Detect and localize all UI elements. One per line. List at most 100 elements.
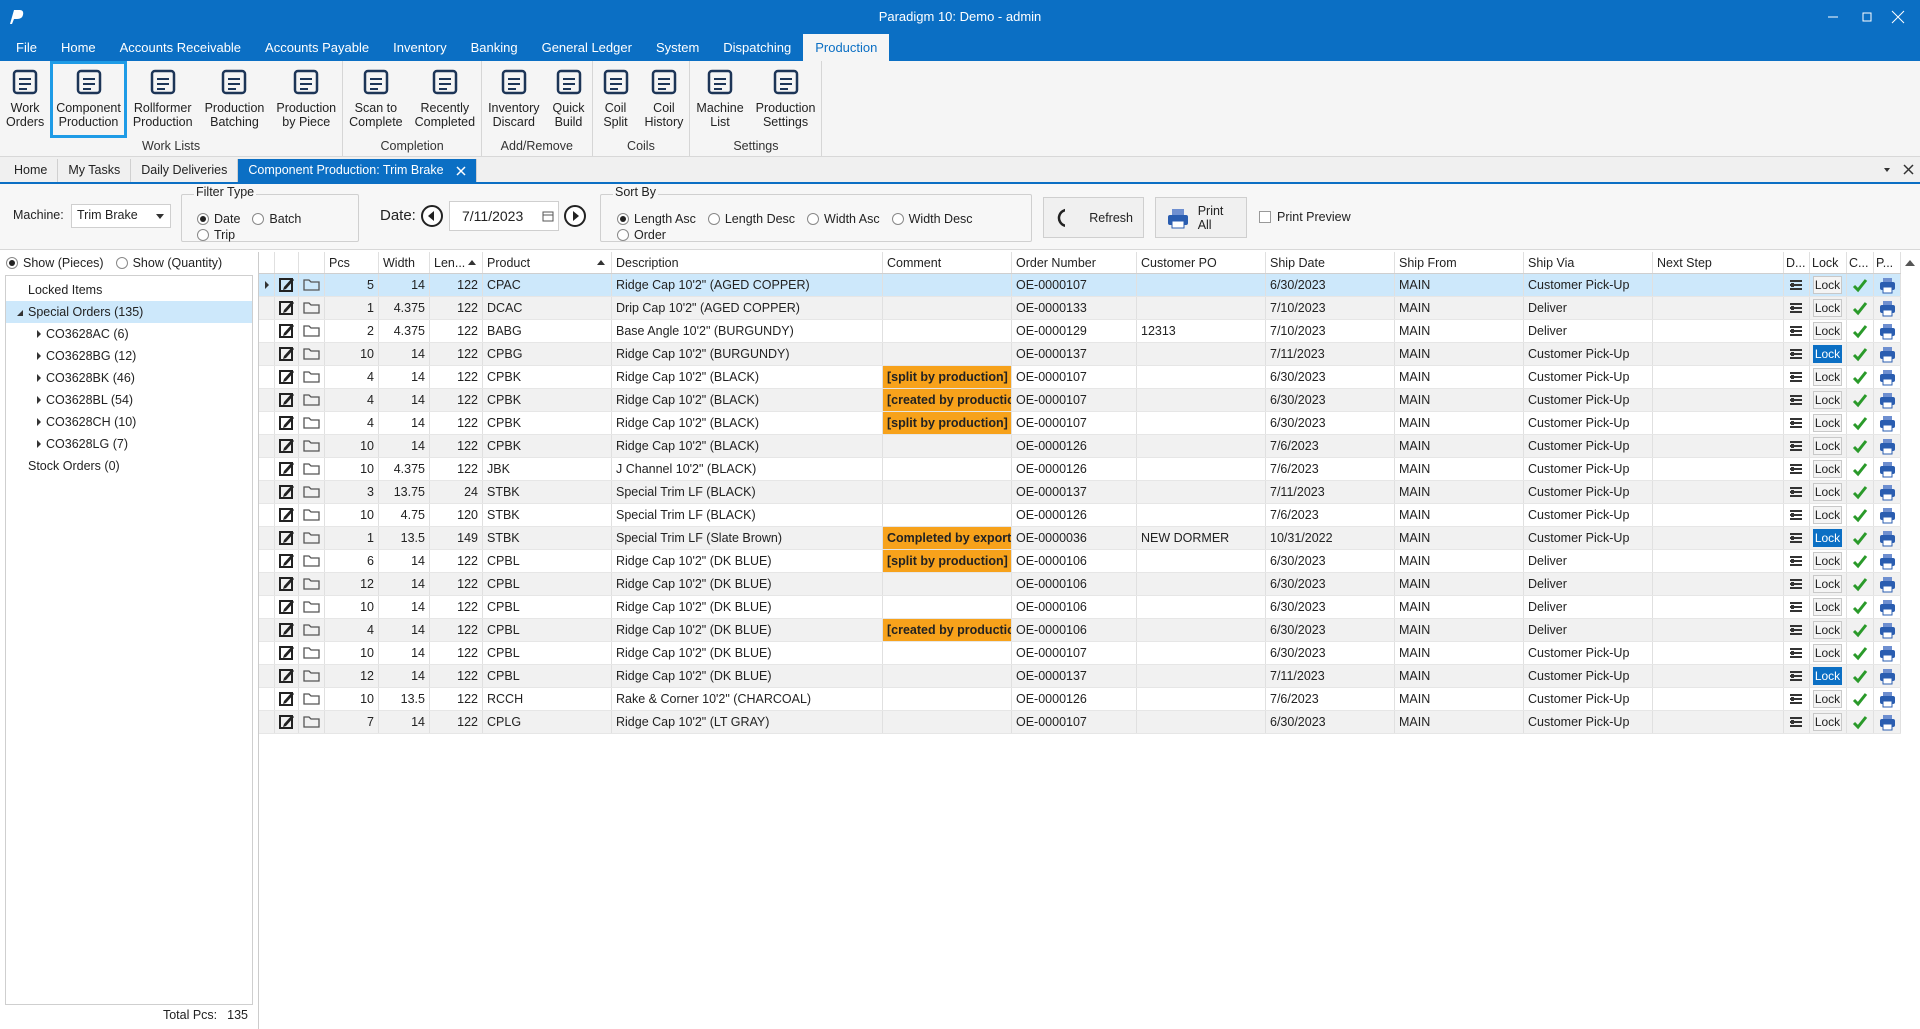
grid-row[interactable]: 1014122CPBGRidge Cap 10'2" (BURGUNDY)OE-… [259,343,1901,366]
print-cell[interactable] [1874,343,1901,365]
print-cell[interactable] [1874,297,1901,319]
folder-cell[interactable] [299,320,325,342]
print-cell[interactable] [1874,711,1901,733]
tree-item[interactable]: CO3628BK (46) [6,367,252,389]
radio-option[interactable]: Batch [252,212,301,226]
tree-item[interactable]: CO3628BG (12) [6,345,252,367]
menu-item[interactable]: File [4,34,49,61]
grid-row[interactable]: 113.5149STBKSpecial Trim LF (Slate Brown… [259,527,1901,550]
folder-cell[interactable] [299,435,325,457]
grid-row[interactable]: 104.375122JBKJ Channel 10'2" (BLACK)OE-0… [259,458,1901,481]
lock-button[interactable]: Lock [1813,713,1842,731]
complete-cell[interactable] [1847,688,1874,710]
complete-cell[interactable] [1847,366,1874,388]
document-tab[interactable]: My Tasks [58,159,131,182]
detail-cell[interactable] [1784,412,1810,434]
lock-button[interactable]: Lock [1813,667,1842,685]
column-header[interactable]: Customer PO [1137,252,1266,273]
ribbon-button[interactable]: QuickBuild [546,61,592,138]
ribbon-button[interactable]: RollformerProduction [127,61,199,138]
lock-button[interactable]: Lock [1813,690,1842,708]
menu-item[interactable]: Accounts Payable [253,34,381,61]
tree-item[interactable]: CO3628BL (54) [6,389,252,411]
column-header[interactable]: Ship Date [1266,252,1395,273]
edit-cell[interactable] [275,573,299,595]
folder-cell[interactable] [299,274,325,296]
grid-row[interactable]: 1214122CPBLRidge Cap 10'2" (DK BLUE)OE-0… [259,665,1901,688]
lock-button[interactable]: Lock [1813,621,1842,639]
radio-option[interactable]: Order [617,228,666,242]
edit-cell[interactable] [275,642,299,664]
edit-cell[interactable] [275,665,299,687]
print-all-button[interactable]: Print All [1155,197,1247,238]
document-tab[interactable]: Daily Deliveries [131,159,238,182]
complete-cell[interactable] [1847,550,1874,572]
radio-option[interactable]: Show (Quantity) [116,256,223,270]
complete-cell[interactable] [1847,481,1874,503]
lock-button[interactable]: Lock [1813,437,1842,455]
print-cell[interactable] [1874,481,1901,503]
lock-button[interactable]: Lock [1813,391,1842,409]
complete-cell[interactable] [1847,274,1874,296]
complete-cell[interactable] [1847,435,1874,457]
refresh-button[interactable]: Refresh [1043,197,1144,238]
menu-item[interactable]: Accounts Receivable [108,34,253,61]
edit-cell[interactable] [275,412,299,434]
column-header[interactable]: Ship From [1395,252,1524,273]
grid-row[interactable]: 1014122CPBLRidge Cap 10'2" (DK BLUE)OE-0… [259,642,1901,665]
column-header[interactable]: Len... [430,252,483,273]
column-header[interactable]: C... [1847,252,1874,273]
complete-cell[interactable] [1847,320,1874,342]
print-cell[interactable] [1874,665,1901,687]
tree-item[interactable]: Locked Items [6,279,252,301]
grid-row[interactable]: 1013.5122RCCHRake & Corner 10'2" (CHARCO… [259,688,1901,711]
edit-cell[interactable] [275,366,299,388]
menu-item[interactable]: Production [803,34,889,61]
print-cell[interactable] [1874,688,1901,710]
grid-row[interactable]: 104.75120STBKSpecial Trim LF (BLACK)OE-0… [259,504,1901,527]
folder-cell[interactable] [299,366,325,388]
edit-cell[interactable] [275,527,299,549]
detail-cell[interactable] [1784,711,1810,733]
ribbon-button[interactable]: InventoryDiscard [482,61,545,138]
detail-cell[interactable] [1784,389,1810,411]
radio-option[interactable]: Trip [197,228,235,242]
lock-button[interactable]: Lock [1813,460,1842,478]
scroll-up[interactable] [1903,258,1917,268]
complete-cell[interactable] [1847,619,1874,641]
column-header[interactable]: Lock [1810,252,1847,273]
print-cell[interactable] [1874,573,1901,595]
print-cell[interactable] [1874,412,1901,434]
folder-cell[interactable] [299,412,325,434]
column-header[interactable]: Order Number [1012,252,1137,273]
complete-cell[interactable] [1847,389,1874,411]
complete-cell[interactable] [1847,642,1874,664]
detail-cell[interactable] [1784,274,1810,296]
folder-cell[interactable] [299,481,325,503]
detail-cell[interactable] [1784,343,1810,365]
grid-row[interactable]: 24.375122BABGBase Angle 10'2" (BURGUNDY)… [259,320,1901,343]
detail-cell[interactable] [1784,550,1810,572]
detail-cell[interactable] [1784,504,1810,526]
menu-item[interactable]: System [644,34,711,61]
grid-row[interactable]: 414122CPBKRidge Cap 10'2" (BLACK)[create… [259,389,1901,412]
edit-cell[interactable] [275,435,299,457]
ribbon-button[interactable]: CoilSplit [593,61,639,138]
menu-item[interactable]: Dispatching [711,34,803,61]
grid-row[interactable]: 414122CPBKRidge Cap 10'2" (BLACK)[split … [259,412,1901,435]
folder-cell[interactable] [299,527,325,549]
radio-option[interactable]: Length Desc [708,212,795,226]
machine-select[interactable]: Trim Brake [71,204,171,228]
complete-cell[interactable] [1847,458,1874,480]
complete-cell[interactable] [1847,527,1874,549]
print-cell[interactable] [1874,458,1901,480]
ribbon-button[interactable]: Productionby Piece [270,61,342,138]
edit-cell[interactable] [275,389,299,411]
complete-cell[interactable] [1847,297,1874,319]
detail-cell[interactable] [1784,665,1810,687]
edit-cell[interactable] [275,711,299,733]
detail-cell[interactable] [1784,596,1810,618]
ribbon-button[interactable]: RecentlyCompleted [409,61,481,138]
column-header[interactable]: Next Step [1653,252,1784,273]
print-cell[interactable] [1874,550,1901,572]
